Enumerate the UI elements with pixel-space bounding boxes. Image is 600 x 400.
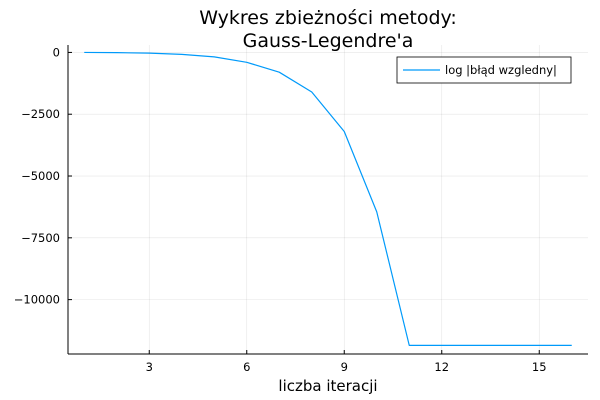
y-tick-label: −5000 bbox=[21, 169, 60, 183]
legend: log |błąd wzgledny| bbox=[396, 56, 572, 84]
axes bbox=[67, 45, 588, 355]
x-tick-label: 9 bbox=[341, 360, 348, 374]
chart-title-line-1: Wykres zbieżności metody: bbox=[199, 7, 457, 29]
x-tick-label: 3 bbox=[146, 360, 153, 374]
x-tick-label: 15 bbox=[532, 360, 547, 374]
x-ticks: 3 6 9 12 15 bbox=[146, 350, 547, 374]
y-ticks: 0 −2500 −5000 −7500 −10000 bbox=[14, 45, 72, 307]
x-tick-label: 12 bbox=[434, 360, 449, 374]
y-tick-label: 0 bbox=[53, 45, 60, 59]
y-tick-label: −7500 bbox=[21, 231, 60, 245]
y-tick-label: −10000 bbox=[14, 293, 60, 307]
grid bbox=[68, 45, 588, 354]
x-tick-label: 6 bbox=[243, 360, 250, 374]
chart-title-line-2: Gauss-Legendre'a bbox=[243, 30, 414, 52]
series-group bbox=[84, 51, 572, 346]
legend-label: log |błąd wzgledny| bbox=[445, 63, 557, 77]
series-line bbox=[84, 51, 572, 346]
y-tick-label: −2500 bbox=[21, 107, 60, 121]
x-axis-label: liczba iteracji bbox=[278, 377, 377, 395]
